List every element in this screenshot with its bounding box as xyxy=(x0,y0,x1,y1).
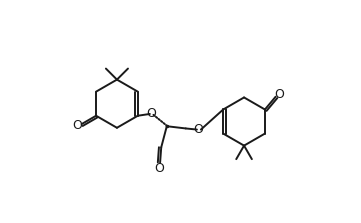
Text: O: O xyxy=(147,107,157,120)
Text: O: O xyxy=(154,162,164,175)
Text: O: O xyxy=(194,123,204,136)
Text: O: O xyxy=(275,87,284,101)
Text: O: O xyxy=(72,119,82,132)
